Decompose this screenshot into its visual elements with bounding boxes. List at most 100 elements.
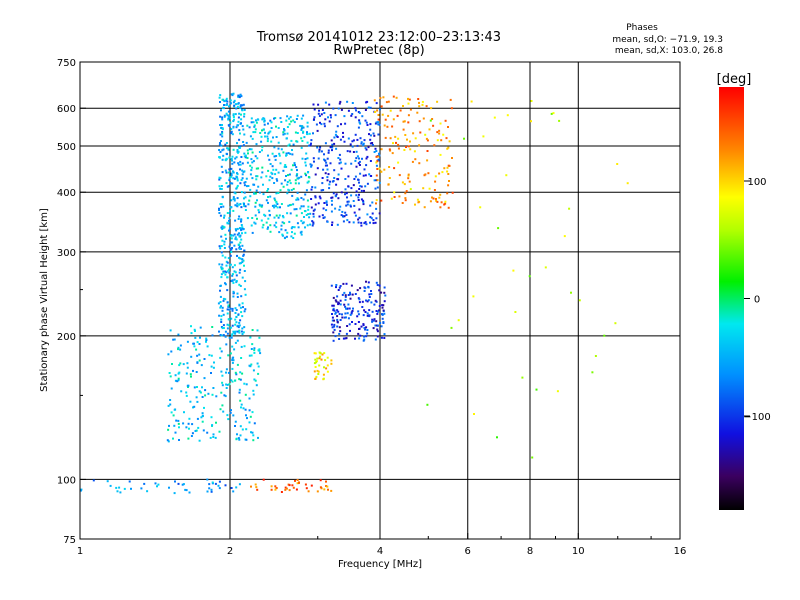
data-point <box>232 177 235 180</box>
data-point <box>246 157 249 159</box>
data-point <box>376 335 379 338</box>
data-point <box>219 101 221 103</box>
data-point <box>238 321 241 324</box>
data-point <box>278 231 281 234</box>
data-point <box>222 107 225 110</box>
data-point <box>404 134 407 136</box>
data-point <box>372 327 375 330</box>
data-point <box>362 203 365 206</box>
data-point <box>345 282 348 285</box>
data-point <box>254 214 257 217</box>
data-point <box>435 198 437 200</box>
data-point <box>291 226 294 228</box>
data-point <box>358 193 360 196</box>
data-point <box>496 436 498 439</box>
data-point <box>316 357 319 360</box>
data-point <box>238 304 241 307</box>
data-point <box>238 256 240 259</box>
data-point <box>362 199 365 202</box>
data-point <box>238 324 241 327</box>
data-point <box>231 159 233 162</box>
data-point <box>291 231 293 234</box>
data-point <box>313 108 316 111</box>
data-point <box>222 313 225 316</box>
data-point <box>293 232 296 235</box>
data-point <box>388 166 391 168</box>
data-point <box>346 325 349 327</box>
data-point <box>232 295 235 298</box>
data-point <box>409 108 412 111</box>
data-point <box>251 343 254 346</box>
data-point <box>257 167 260 170</box>
data-point <box>441 171 444 174</box>
data-point <box>236 197 239 200</box>
data-point <box>380 148 383 151</box>
data-point <box>313 160 315 163</box>
data-point <box>230 326 233 329</box>
data-point <box>239 163 242 166</box>
data-point <box>228 117 231 120</box>
data-point <box>436 100 439 103</box>
data-point <box>312 132 314 135</box>
data-point <box>409 188 412 191</box>
data-point <box>434 180 437 183</box>
data-point <box>343 115 346 118</box>
data-point <box>594 355 597 357</box>
data-point <box>377 118 380 121</box>
data-point <box>234 113 237 116</box>
data-point <box>233 99 236 102</box>
data-point <box>269 130 272 133</box>
data-point <box>228 217 231 220</box>
data-point <box>177 348 179 351</box>
data-point <box>314 352 317 355</box>
data-point <box>243 184 246 187</box>
data-point <box>220 245 223 247</box>
data-point <box>279 189 282 192</box>
data-point <box>448 140 451 143</box>
data-point <box>274 485 277 488</box>
data-point <box>308 216 311 219</box>
data-point <box>307 208 310 211</box>
data-point <box>354 323 357 325</box>
data-point <box>314 186 317 189</box>
data-point <box>341 316 344 319</box>
data-point <box>280 148 283 151</box>
data-point <box>341 210 344 213</box>
data-point <box>233 264 236 267</box>
data-point <box>380 170 383 173</box>
data-point <box>79 489 82 492</box>
data-point <box>218 263 221 266</box>
data-point <box>446 192 449 195</box>
data-point <box>359 185 362 188</box>
data-point <box>341 293 344 296</box>
data-point <box>335 300 338 303</box>
data-point <box>311 220 314 223</box>
data-point <box>363 338 366 341</box>
data-point <box>300 233 303 236</box>
data-point <box>191 423 194 426</box>
data-point <box>300 125 303 128</box>
data-point <box>185 391 188 394</box>
phase-info-title: Phases <box>626 23 658 33</box>
data-point <box>334 311 337 314</box>
data-point <box>369 138 372 141</box>
data-point <box>243 152 246 155</box>
data-point <box>262 193 265 196</box>
data-point <box>275 201 278 204</box>
data-point <box>258 336 261 339</box>
data-point <box>372 319 375 322</box>
data-point <box>382 96 385 99</box>
data-point <box>218 156 221 159</box>
data-point <box>241 258 244 261</box>
data-point <box>238 331 241 334</box>
data-point <box>255 486 258 489</box>
data-point <box>251 231 254 234</box>
data-point <box>255 121 258 124</box>
data-point <box>296 222 299 225</box>
data-point <box>273 216 276 219</box>
data-point <box>336 320 339 323</box>
data-point <box>225 112 228 115</box>
data-point <box>447 184 450 187</box>
data-point <box>352 139 355 142</box>
data-point <box>308 144 310 147</box>
